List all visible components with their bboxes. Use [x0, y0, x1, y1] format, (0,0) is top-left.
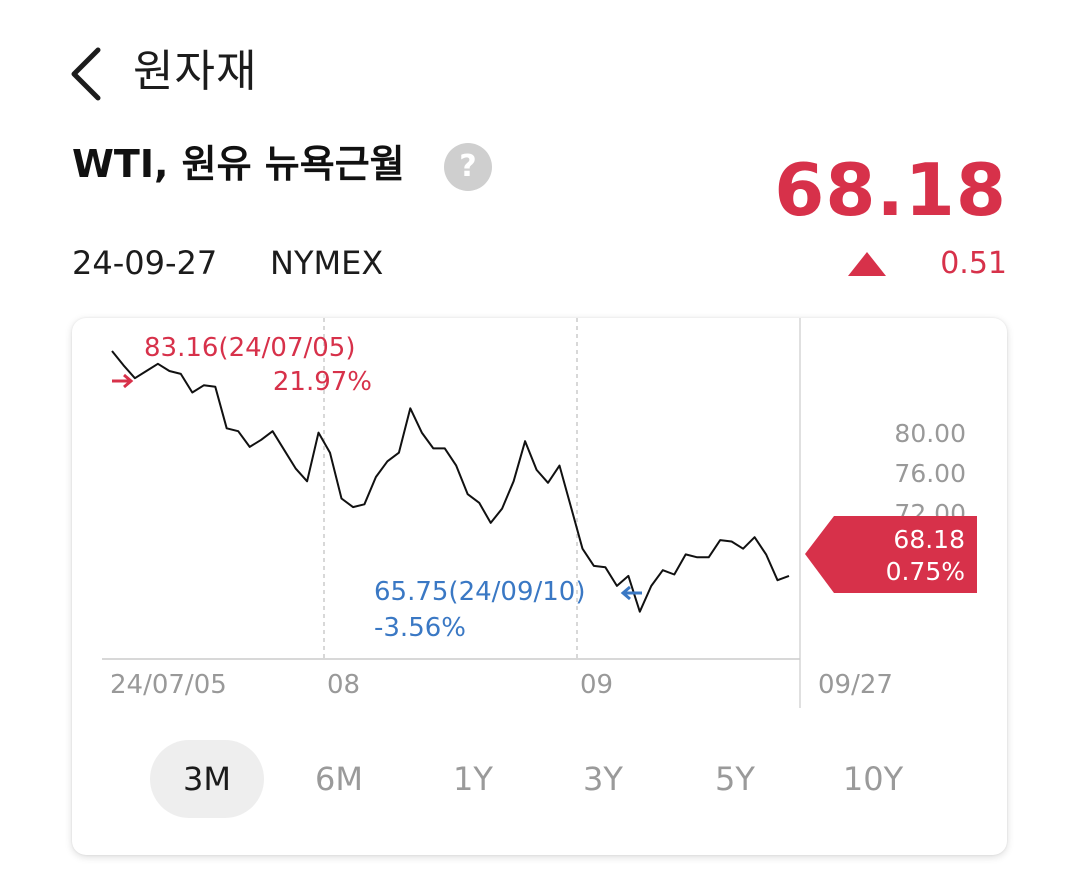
- quote-date: 24-09-27: [72, 244, 218, 282]
- instrument-name: WTI, 원유 뉴욕근월: [72, 142, 405, 186]
- tab-3m[interactable]: 3M: [150, 740, 264, 818]
- y-tick-label: 80.00: [894, 419, 966, 448]
- x-tick-label: 09: [580, 670, 613, 700]
- back-arrow-icon[interactable]: [62, 44, 110, 104]
- tag-pct-label: 0.75%: [886, 557, 965, 586]
- tab-3y[interactable]: 3Y: [583, 760, 623, 798]
- series-line: [111, 350, 790, 613]
- period-tabs: 3M 6M 1Y 3Y 5Y 10Y: [72, 740, 1007, 820]
- tag-price-label: 68.18: [893, 525, 965, 554]
- price-change: 0.51: [940, 246, 1007, 281]
- exchange-name: NYMEX: [270, 244, 384, 282]
- high-arrow-icon: [112, 373, 134, 389]
- high-value-label: 83.16(24/07/05): [144, 333, 356, 363]
- tab-1y[interactable]: 1Y: [453, 760, 493, 798]
- x-tick-label: 09/27: [818, 670, 893, 700]
- x-tick-label: 24/07/05: [110, 670, 227, 700]
- up-triangle-icon: [848, 252, 886, 276]
- high-pct-label: 21.97%: [273, 367, 372, 397]
- low-pct-label: -3.56%: [374, 613, 466, 643]
- current-price-tag: [805, 516, 977, 593]
- price-chart[interactable]: 80.00 76.00 72.00 83.16(24/07/05) 21.97%…: [72, 318, 1007, 738]
- tab-5y[interactable]: 5Y: [715, 760, 755, 798]
- low-value-label: 65.75(24/09/10): [374, 577, 586, 607]
- help-icon[interactable]: ?: [444, 143, 492, 191]
- tab-6m[interactable]: 6M: [315, 760, 363, 798]
- x-tick-label: 08: [327, 670, 360, 700]
- y-tick-label: 76.00: [894, 459, 966, 488]
- tab-10y[interactable]: 10Y: [842, 760, 904, 798]
- current-price: 68.18: [774, 148, 1007, 232]
- page-title: 원자재: [133, 46, 258, 97]
- low-arrow-icon: [620, 585, 642, 601]
